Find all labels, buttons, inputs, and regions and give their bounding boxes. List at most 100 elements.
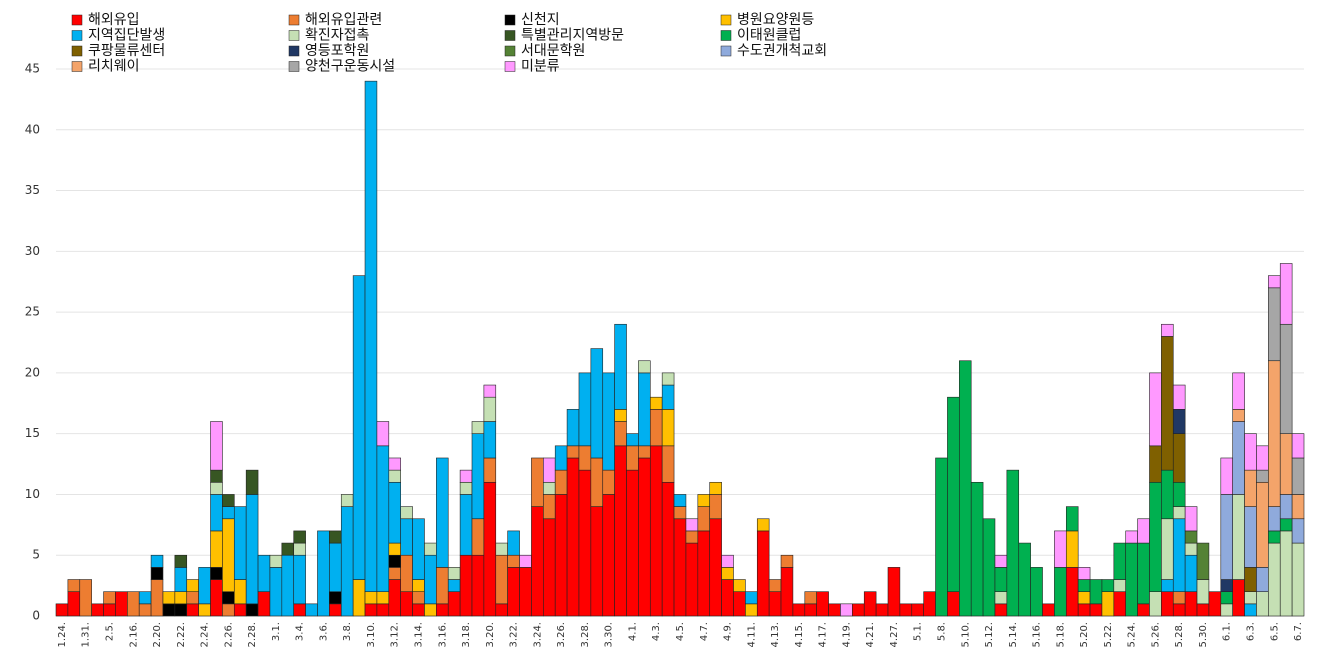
bar-segment <box>1113 542 1127 580</box>
legend-label: 영등포학원 <box>305 43 369 59</box>
bar-segment <box>210 494 223 532</box>
bar-segment <box>709 481 722 495</box>
bar-segment <box>329 591 342 605</box>
bar-segment <box>756 530 770 617</box>
x-tick-label: 4.1. <box>627 622 638 641</box>
legend-swatch <box>71 45 83 57</box>
bar-segment <box>447 567 461 580</box>
bar-segment <box>1172 409 1186 434</box>
bar-segment <box>1232 372 1245 410</box>
bar-segment <box>554 445 568 471</box>
bar-segment <box>1172 481 1186 507</box>
bar-segment <box>1232 579 1245 617</box>
bar-segment <box>1184 554 1198 592</box>
bar-segment <box>1244 603 1257 617</box>
bar-segment <box>1244 591 1257 605</box>
legend-label: 병원요양원등 <box>737 12 814 28</box>
bar-segment <box>388 542 401 556</box>
legend-label: 이태원클럽 <box>737 28 801 44</box>
x-tick-label: 3.16. <box>437 622 448 647</box>
bar-segment <box>483 421 497 459</box>
bar-segment <box>1137 603 1150 617</box>
bar-segment <box>1172 603 1186 617</box>
bar-segment <box>1172 591 1186 605</box>
bar-segment <box>222 506 235 520</box>
bar-segment <box>1244 469 1257 507</box>
bar-segment <box>174 554 188 568</box>
bar-segment <box>233 603 247 617</box>
bar-segment <box>245 469 259 495</box>
x-tick-label: 3.12. <box>390 622 401 647</box>
legend-swatch <box>288 14 300 26</box>
bar-segment <box>1220 579 1233 592</box>
x-tick-label: 4.13. <box>770 622 781 647</box>
bar-segment <box>257 591 271 617</box>
x-tick-label: 5.20. <box>1079 622 1090 647</box>
bar-segment <box>1279 263 1293 325</box>
bar-segment <box>733 591 746 617</box>
bar-segment <box>578 372 592 447</box>
bar-segment <box>150 567 164 580</box>
bar-segment <box>233 579 247 605</box>
x-tick-label: 1.31. <box>81 622 92 647</box>
bar-segment <box>1268 360 1281 507</box>
bar-segment <box>424 554 437 605</box>
bar-segment <box>150 579 164 617</box>
bar-segment <box>329 530 342 544</box>
bar-segment <box>317 530 330 617</box>
bar-segment <box>935 457 948 617</box>
bar-segment <box>103 591 116 605</box>
bar-segment <box>1279 323 1293 434</box>
bar-segment <box>424 603 437 617</box>
bar-segment <box>792 603 806 617</box>
bar-segment <box>436 603 449 617</box>
bar-segment <box>329 542 342 592</box>
bar-segment <box>222 591 235 605</box>
bar-segment <box>1161 579 1174 592</box>
bar-segment <box>352 579 366 617</box>
x-tick-label: 5.24. <box>1127 622 1138 647</box>
legend-swatch <box>288 30 300 41</box>
bar-segment <box>1279 530 1293 617</box>
x-tick-label: 5.30. <box>1198 622 1209 647</box>
bar-segment <box>424 542 437 556</box>
bar-segment <box>1149 445 1162 483</box>
x-tick-label: 6.5. <box>1269 622 1280 641</box>
bar-segment <box>745 591 758 605</box>
x-tick-label: 3.20. <box>485 622 496 647</box>
bar-segment <box>210 579 223 617</box>
bar-segment <box>626 445 639 471</box>
bar-segment <box>887 567 901 617</box>
bar-segment <box>733 579 746 592</box>
x-tick-label: 3.6. <box>318 622 329 641</box>
bar-segment <box>697 494 711 507</box>
bar-segment <box>1220 603 1233 617</box>
bar-segment <box>388 567 401 580</box>
bar-segment <box>1220 591 1233 605</box>
bar-segment <box>1256 445 1269 471</box>
bar-segment <box>959 360 972 617</box>
bar-segment <box>376 603 390 617</box>
bar-segment <box>257 554 271 592</box>
bar-segment <box>685 530 699 544</box>
bar-segment <box>471 554 485 617</box>
bar-segment <box>816 591 829 617</box>
bar-segment <box>222 603 235 617</box>
bar-segment <box>1256 481 1269 568</box>
bar-segment <box>376 421 390 447</box>
legend-swatch <box>71 30 83 41</box>
bar-segment <box>507 530 520 556</box>
bar-segment <box>400 506 413 520</box>
bar-segment <box>531 506 544 617</box>
x-tick-label: 1.24. <box>57 622 68 647</box>
bar-segment <box>412 603 425 617</box>
bar-segment <box>1268 275 1281 289</box>
legend-swatch <box>720 45 732 57</box>
x-tick-label: 3.18. <box>461 622 472 647</box>
bar-segment <box>1065 506 1079 532</box>
bar-segment <box>1172 518 1186 592</box>
bar-segment <box>1161 518 1174 580</box>
x-tick-label: 3.22. <box>509 622 520 647</box>
bar-segment <box>994 603 1008 617</box>
